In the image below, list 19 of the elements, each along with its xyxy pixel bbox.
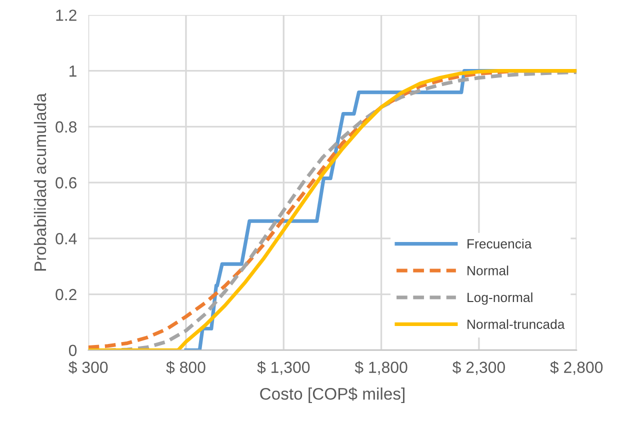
y-tick-label: 0.6: [56, 177, 77, 188]
legend-label: Normal: [468, 266, 508, 276]
x-tick-label: $ 2,300: [452, 361, 505, 375]
x-tick-label: $ 1,300: [257, 361, 310, 375]
x-axis-title: Costo [COP$ miles]: [260, 387, 404, 404]
y-tick-label: 1: [70, 66, 76, 77]
y-tick-label: 0.4: [56, 233, 77, 244]
y-tick-label: 0.8: [56, 121, 77, 133]
x-tick-label: $ 2,800: [550, 361, 603, 375]
legend-label: Log-normal: [468, 292, 532, 305]
y-tick-label: 0: [68, 344, 77, 356]
x-tick-label: $ 300: [68, 361, 108, 374]
y-tick-label: 1.2: [56, 10, 76, 21]
x-tick-label: $ 1,800: [354, 361, 408, 375]
x-tick-label: $ 800: [166, 361, 206, 374]
y-tick-label: 0.2: [56, 288, 76, 300]
legend-label: Normal-truncada: [468, 319, 565, 329]
y-axis-title: Probabilidad acumulada: [34, 93, 46, 271]
legend-label: Frecuencia: [468, 238, 532, 249]
